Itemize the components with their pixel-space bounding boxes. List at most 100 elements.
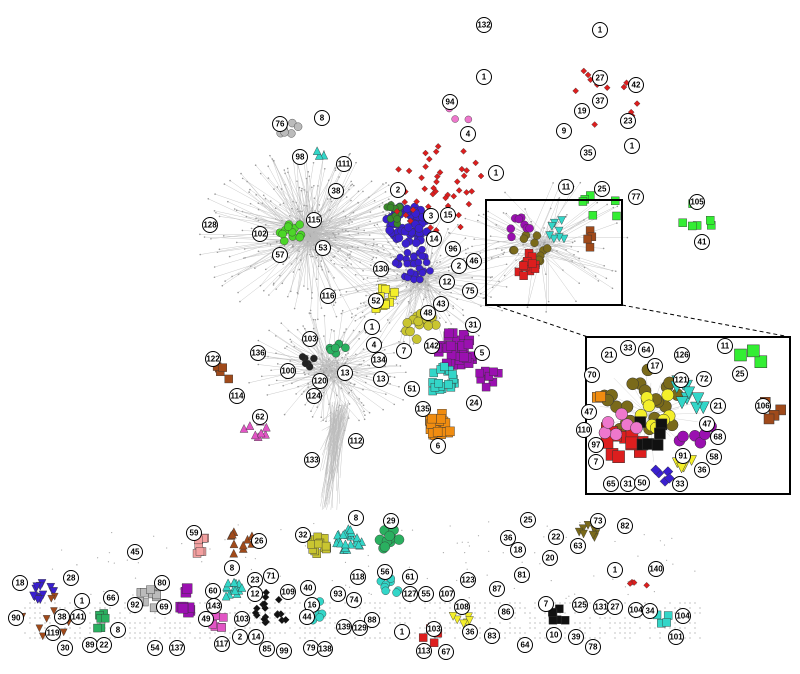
node-label: 118 [352,573,365,582]
minor-node [306,178,308,180]
node-label: 38 [332,187,341,196]
minor-node [529,622,530,623]
minor-node [514,602,515,603]
minor-node [457,543,458,544]
minor-node [684,627,685,628]
minor-node [280,529,281,530]
minor-node [293,346,295,348]
node-label: 1 [370,323,375,332]
minor-node [313,319,315,321]
minor-node [317,319,319,321]
minor-node [89,612,90,613]
minor-node [109,607,110,608]
minor-node [449,627,450,628]
minor-node [52,569,53,570]
minor-node [639,627,640,628]
minor-node [259,617,260,618]
minor-node [474,607,475,608]
minor-node [376,284,378,286]
minor-node [654,591,655,592]
minor-node [335,167,337,169]
node-label: 113 [418,647,431,656]
minor-node [249,622,250,623]
minor-node [164,632,165,633]
minor-node [287,296,289,298]
minor-node [339,289,341,291]
minor-node [346,196,348,198]
minor-node [284,612,285,613]
minor-node [321,269,323,271]
minor-node [149,637,150,638]
minor-node [624,632,625,633]
minor-node [301,188,303,190]
minor-node [325,420,327,422]
minor-node [609,622,610,623]
minor-node [627,237,629,239]
node-label: 98 [296,153,305,162]
node-label: 14 [430,235,439,244]
minor-node [474,617,475,618]
minor-node [144,632,145,633]
node [307,540,315,548]
minor-node [294,632,295,633]
minor-node [307,288,309,290]
minor-node [564,637,565,638]
minor-node [389,622,390,623]
minor-node [514,588,515,589]
node [561,616,569,624]
minor-node [679,627,680,628]
node-label: 20 [546,554,555,563]
minor-node [371,181,373,183]
node-label: 133 [305,456,319,465]
minor-node [514,627,515,628]
minor-node [129,637,130,638]
node [543,244,551,252]
node [427,267,434,274]
node-label: 119 [47,629,60,638]
node-label: 78 [589,643,598,652]
node [634,101,640,107]
minor-node [559,197,561,199]
minor-node [589,637,590,638]
node [478,173,484,179]
minor-node [467,569,468,570]
minor-node [614,632,615,633]
minor-node [164,617,165,618]
node-label: 18 [514,546,523,555]
node-label: 61 [406,573,415,582]
minor-node [204,632,205,633]
minor-node [189,632,190,633]
node-label: 47 [585,408,594,417]
minor-node [404,617,405,618]
minor-node [345,328,347,330]
minor-node [389,322,391,324]
minor-node [387,319,389,321]
minor-node [240,173,242,175]
node-label: 12 [251,590,260,599]
minor-node [367,277,369,279]
minor-node [274,602,275,603]
node [596,392,606,402]
minor-node [584,632,585,633]
minor-node [408,301,410,303]
minor-node [684,602,685,603]
minor-node [625,586,626,587]
minor-node [534,617,535,618]
minor-node [44,622,45,623]
minor-node [210,238,212,240]
node-label: 65 [607,480,616,489]
minor-node [388,184,390,186]
minor-node [659,632,660,633]
minor-node [489,622,490,623]
node [469,188,475,194]
minor-node [289,215,291,217]
node [584,235,592,243]
minor-node [301,190,303,192]
minor-node [539,637,540,638]
minor-node [389,637,390,638]
minor-node [579,522,580,523]
node-label: 128 [203,221,217,230]
minor-node [323,335,325,337]
node [423,259,430,266]
node-label: 31 [624,480,633,489]
